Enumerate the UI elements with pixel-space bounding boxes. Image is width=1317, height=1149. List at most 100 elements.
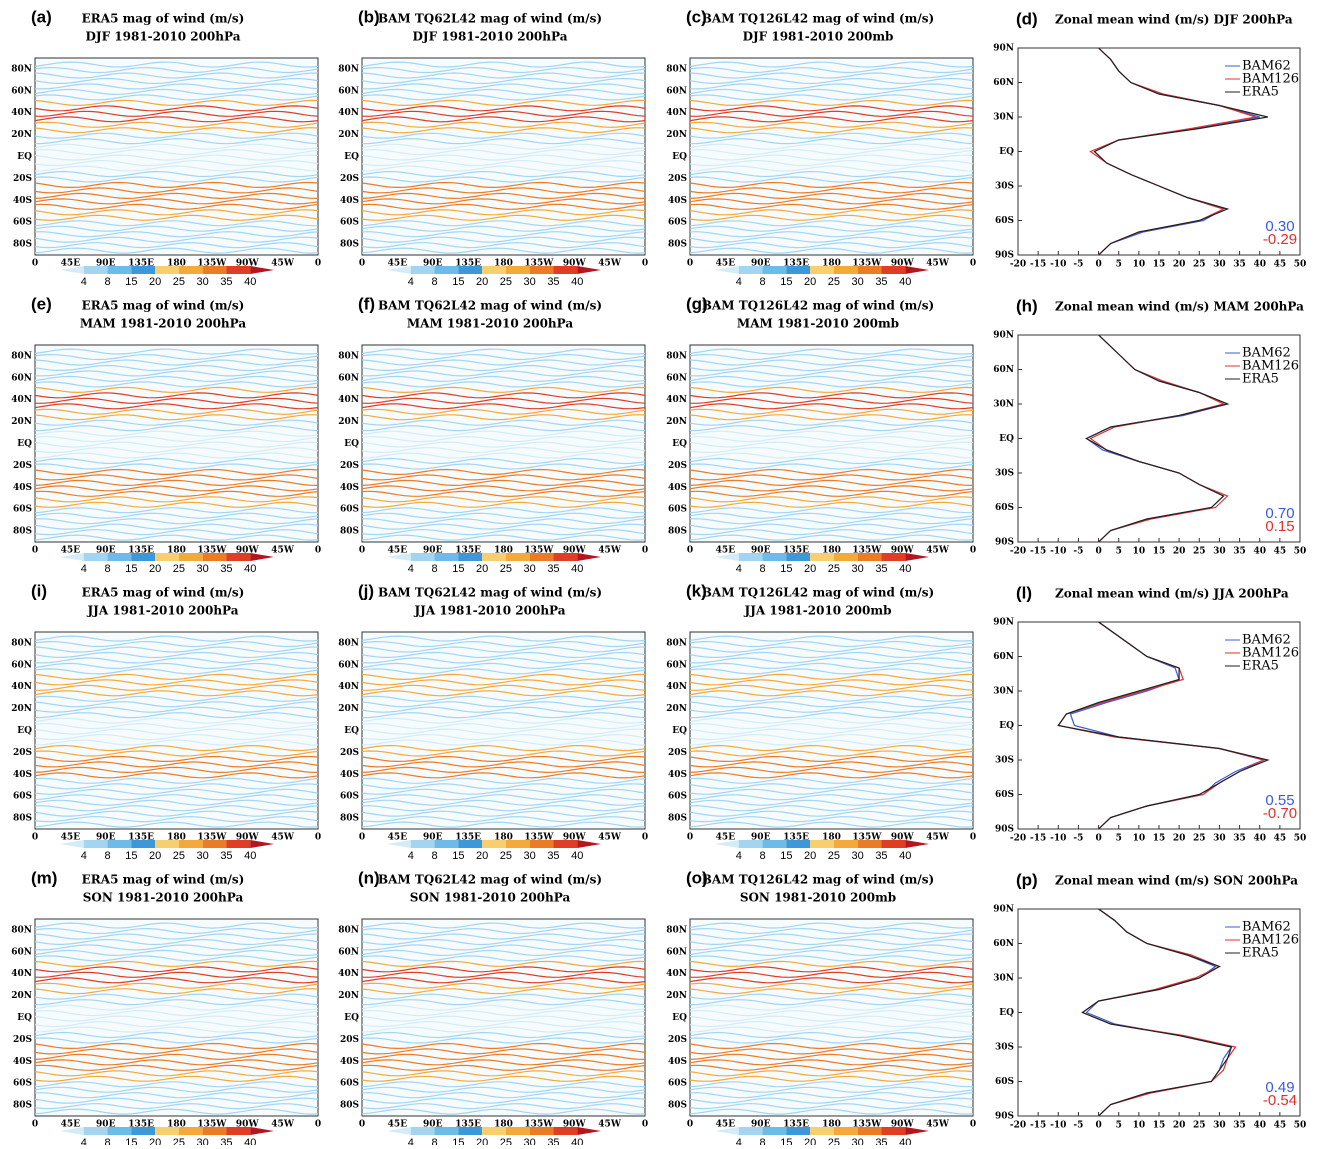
- stat-annotation: -0.70: [1263, 805, 1297, 822]
- streamline: [34, 181, 319, 189]
- lon-label: 45W: [926, 259, 950, 269]
- streamline: [689, 132, 974, 139]
- streamline: [34, 1031, 319, 1039]
- streamline: [34, 999, 319, 1006]
- streamline: [361, 430, 646, 437]
- lat-label: 20N: [666, 704, 687, 714]
- streamline: [689, 192, 974, 200]
- x-tick-label: 50: [1294, 834, 1307, 844]
- lat-label: 60S: [668, 505, 687, 515]
- lat-label: 20S: [668, 1035, 687, 1045]
- colorbar-label: 30: [197, 1137, 209, 1145]
- streamline: [361, 1097, 646, 1104]
- colorbar-label: 25: [173, 850, 185, 862]
- colorbar-box: [434, 553, 459, 561]
- streamline: [361, 1108, 646, 1115]
- x-tick-label: 45: [1274, 834, 1287, 844]
- x-tick-label: 15: [1153, 1121, 1166, 1131]
- streamline: [361, 744, 646, 752]
- y-tick-label: EQ: [999, 434, 1014, 444]
- lat-label: 40S: [13, 770, 32, 780]
- colorbar-label: 8: [431, 563, 437, 575]
- streamline: [34, 755, 319, 763]
- streamline: [689, 83, 974, 90]
- streamline: [689, 646, 974, 653]
- lon-label: 45E: [388, 259, 408, 269]
- lat-label: EQ: [344, 1013, 359, 1023]
- panel-label: (j): [358, 581, 374, 600]
- streamline: [361, 397, 646, 404]
- streamline: [689, 1064, 974, 1071]
- colorbar-label: 15: [452, 1137, 464, 1145]
- streamline: [361, 83, 646, 90]
- map-title: ERA5 mag of wind (m/s): [82, 873, 245, 887]
- streamline: [689, 733, 974, 741]
- streamline: [34, 966, 319, 973]
- streamline: [361, 364, 646, 372]
- streamline: [361, 94, 646, 101]
- streamline: [361, 1048, 646, 1055]
- colorbar-end: [250, 553, 274, 561]
- streamline: [34, 99, 319, 107]
- colorbar-end: [387, 553, 411, 561]
- lon-label: 135E: [783, 546, 809, 556]
- colorbar-label: 40: [899, 276, 911, 288]
- lat-label: 60S: [668, 1079, 687, 1089]
- y-tick-label: 90N: [993, 905, 1014, 915]
- streamline: [361, 999, 646, 1006]
- map-panel: (e) ERA5 mag of wind (m/s) MAM 1981-2010 2…: [11, 294, 321, 574]
- streamline: [34, 381, 319, 388]
- colorbar-box: [83, 840, 108, 848]
- x-tick-label: 30: [1213, 834, 1226, 844]
- lat-label: 60N: [11, 86, 32, 96]
- lon-label: 0: [359, 833, 365, 843]
- colorbar-label: 35: [875, 276, 887, 288]
- streamline: [361, 534, 646, 541]
- lat-label: 60N: [666, 660, 687, 670]
- lat-label: 80N: [338, 64, 359, 74]
- lon-label: 180: [822, 1120, 841, 1130]
- lon-label: 180: [822, 833, 841, 843]
- lon-label: 180: [167, 1120, 186, 1130]
- lat-label: 60S: [340, 218, 359, 228]
- lat-label: 60N: [11, 947, 32, 957]
- colorbar-box: [738, 1127, 763, 1135]
- lat-label: 80N: [666, 64, 687, 74]
- colorbar-label: 20: [149, 563, 161, 575]
- lon-label: 90E: [423, 546, 443, 556]
- lon-label: 0: [642, 833, 648, 843]
- x-tick-label: 15: [1153, 260, 1166, 270]
- streamline: [361, 733, 646, 741]
- streamline: [361, 788, 646, 795]
- map-title: MAM 1981-2010 200hPa: [80, 317, 246, 331]
- lon-label: 135W: [852, 833, 882, 843]
- streamline: [34, 534, 319, 541]
- colorbar-box: [810, 1127, 834, 1135]
- streamline: [689, 72, 974, 79]
- colorbar-box: [786, 266, 811, 274]
- streamline: [361, 231, 646, 238]
- streamline: [689, 761, 974, 768]
- streamline: [361, 463, 646, 470]
- streamline: [361, 127, 646, 134]
- lat-label: 80S: [340, 240, 359, 250]
- streamline: [689, 61, 974, 68]
- colorbar-box: [178, 266, 203, 274]
- streamline: [689, 159, 974, 167]
- map-frame: [361, 57, 646, 256]
- streamline: [361, 1037, 646, 1044]
- legend-label: BAM126: [1242, 359, 1299, 374]
- lon-label: 0: [32, 1120, 38, 1130]
- streamline: [34, 816, 319, 823]
- streamline: [689, 88, 974, 96]
- lat-label: 20S: [668, 748, 687, 758]
- streamline: [689, 446, 974, 454]
- lon-label: 45E: [61, 1120, 81, 1130]
- lon-label: 90W: [891, 259, 915, 269]
- streamline: [689, 220, 973, 227]
- stat-annotation: 0.15: [1265, 518, 1294, 535]
- streamline: [34, 1009, 319, 1017]
- colorbar-box: [482, 1127, 506, 1135]
- lat-label: EQ: [672, 1013, 687, 1023]
- streamline: [361, 1020, 646, 1028]
